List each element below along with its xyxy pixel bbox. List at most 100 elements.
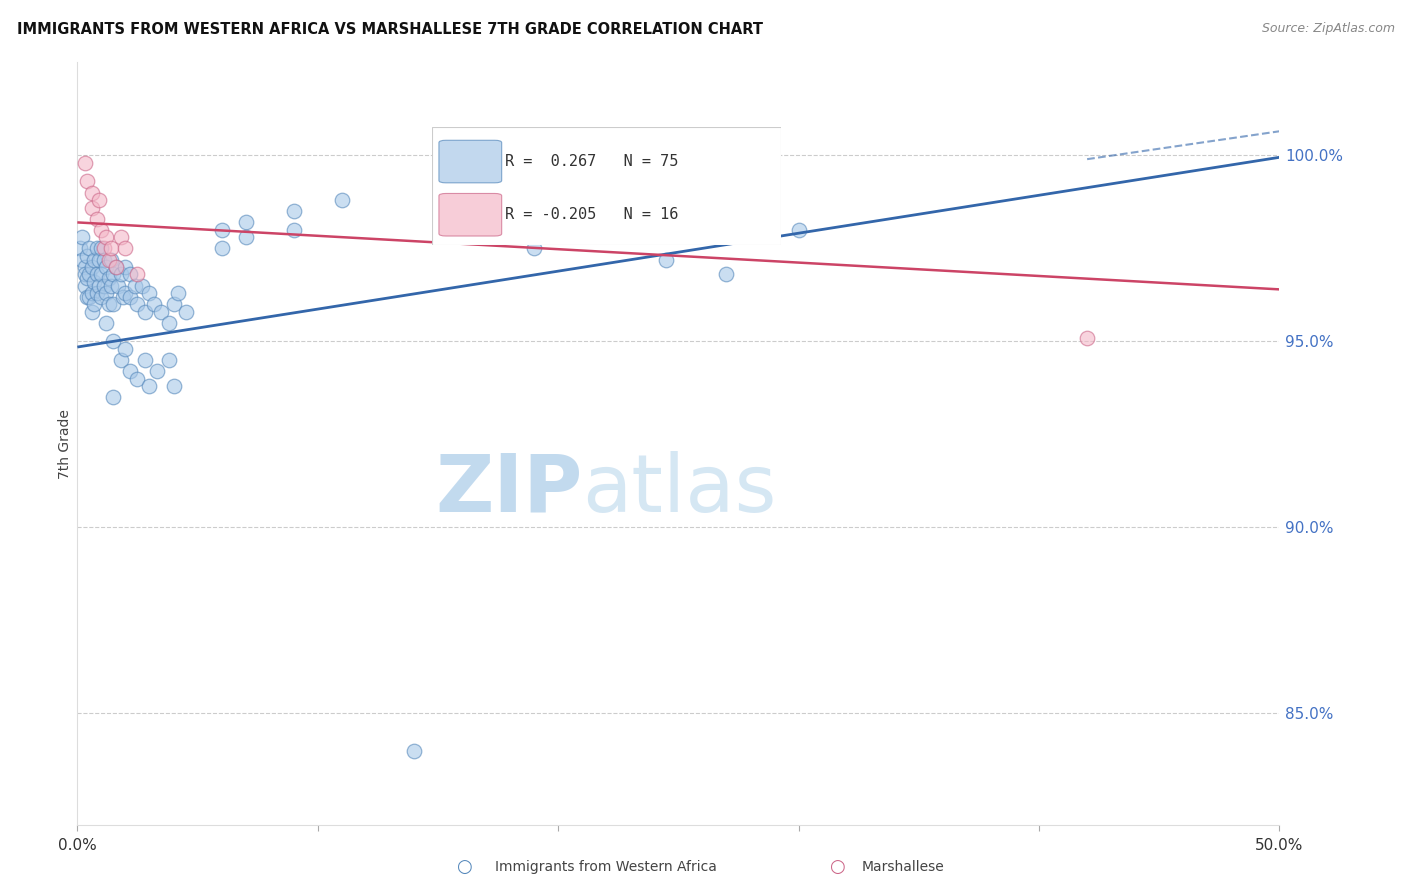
- Point: [114, 242, 136, 256]
- Point: [100, 252, 122, 267]
- Point: [73, 268, 96, 282]
- Point: [127, 297, 149, 311]
- Point: [80, 286, 103, 301]
- Point: [69, 242, 91, 256]
- Point: [283, 223, 305, 237]
- Point: [211, 242, 233, 256]
- Point: [83, 297, 105, 311]
- Point: [93, 278, 115, 293]
- Point: [330, 193, 353, 207]
- Point: [134, 304, 156, 318]
- Point: [97, 271, 120, 285]
- Point: [97, 297, 120, 311]
- Point: [111, 290, 134, 304]
- Point: [402, 744, 425, 758]
- Point: [80, 260, 103, 274]
- Point: [80, 201, 103, 215]
- Point: [79, 242, 101, 256]
- Point: [114, 260, 136, 274]
- Point: [103, 268, 125, 282]
- Point: [76, 249, 98, 263]
- Point: [70, 230, 93, 244]
- Text: atlas: atlas: [582, 450, 776, 529]
- Point: [90, 268, 112, 282]
- Point: [110, 268, 132, 282]
- Point: [1076, 331, 1098, 345]
- Point: [87, 193, 110, 207]
- Point: [127, 268, 149, 282]
- Point: [90, 242, 112, 256]
- Point: [143, 297, 166, 311]
- Point: [103, 297, 125, 311]
- Point: [100, 242, 122, 256]
- Point: [73, 278, 96, 293]
- Point: [96, 286, 118, 301]
- Point: [150, 304, 173, 318]
- Point: [131, 278, 153, 293]
- Text: ○: ○: [456, 858, 472, 876]
- Text: Marshallese: Marshallese: [862, 860, 945, 874]
- Point: [100, 278, 122, 293]
- Point: [90, 223, 112, 237]
- Point: [138, 379, 160, 393]
- Point: [76, 290, 98, 304]
- Point: [96, 230, 118, 244]
- Point: [114, 286, 136, 301]
- Point: [523, 242, 546, 256]
- Text: Source: ZipAtlas.com: Source: ZipAtlas.com: [1261, 22, 1395, 36]
- Point: [110, 230, 132, 244]
- Point: [96, 316, 118, 330]
- Point: [120, 290, 142, 304]
- Point: [134, 353, 156, 368]
- Point: [211, 223, 233, 237]
- Point: [93, 252, 115, 267]
- Point: [162, 297, 184, 311]
- Point: [96, 260, 118, 274]
- Point: [103, 334, 125, 349]
- Point: [655, 252, 678, 267]
- Point: [157, 353, 180, 368]
- Point: [73, 156, 96, 170]
- Point: [97, 252, 120, 267]
- Point: [70, 252, 93, 267]
- Point: [83, 252, 105, 267]
- Point: [167, 286, 190, 301]
- Y-axis label: 7th Grade: 7th Grade: [58, 409, 72, 479]
- Point: [162, 379, 184, 393]
- Point: [235, 215, 257, 229]
- Point: [76, 174, 98, 188]
- Point: [235, 230, 257, 244]
- Point: [124, 278, 146, 293]
- Point: [83, 275, 105, 289]
- Point: [93, 242, 115, 256]
- Text: ○: ○: [828, 858, 845, 876]
- Point: [86, 211, 108, 226]
- Point: [110, 353, 132, 368]
- Point: [104, 260, 127, 274]
- Point: [127, 372, 149, 386]
- Point: [283, 204, 305, 219]
- Point: [145, 364, 167, 378]
- Point: [76, 271, 98, 285]
- Point: [138, 286, 160, 301]
- Point: [120, 268, 142, 282]
- Point: [80, 186, 103, 200]
- Point: [157, 316, 180, 330]
- Point: [107, 278, 129, 293]
- Point: [86, 268, 108, 282]
- Point: [90, 290, 112, 304]
- Point: [120, 364, 142, 378]
- Point: [716, 268, 738, 282]
- Point: [87, 278, 110, 293]
- Point: [103, 390, 125, 404]
- Point: [87, 252, 110, 267]
- Point: [114, 342, 136, 356]
- Point: [787, 223, 810, 237]
- Point: [174, 304, 197, 318]
- Point: [86, 242, 108, 256]
- Text: Immigrants from Western Africa: Immigrants from Western Africa: [495, 860, 717, 874]
- Point: [79, 268, 101, 282]
- Point: [80, 304, 103, 318]
- Point: [79, 290, 101, 304]
- Text: ZIP: ZIP: [434, 450, 582, 529]
